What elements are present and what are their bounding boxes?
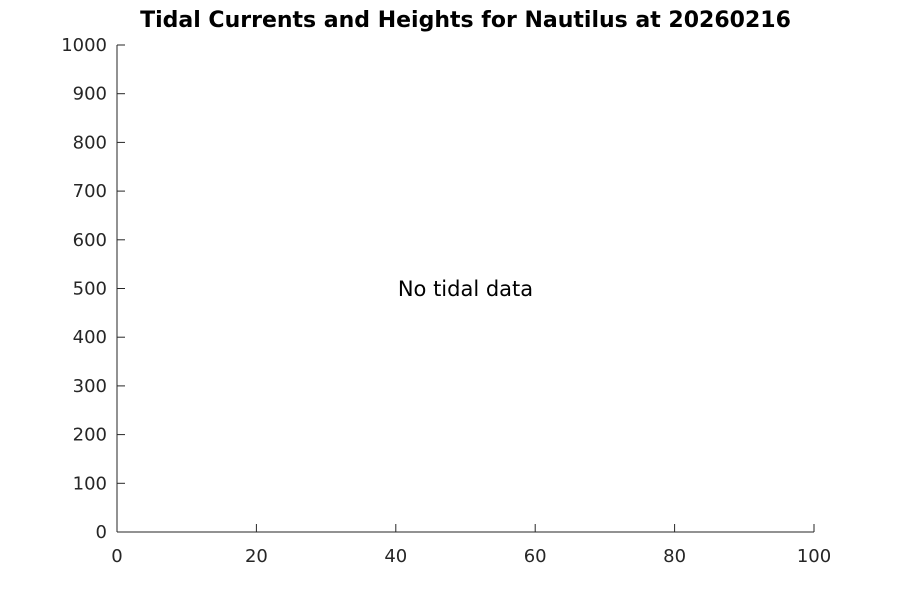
- y-tick-label: 700: [73, 181, 107, 202]
- y-tick-label: 100: [73, 473, 107, 494]
- x-tick-label: 100: [797, 546, 831, 567]
- y-tick-label: 1000: [61, 35, 107, 56]
- x-tick-label: 20: [245, 546, 268, 567]
- x-tick-label: 80: [663, 546, 686, 567]
- y-tick-label: 600: [73, 230, 107, 251]
- no-data-annotation: No tidal data: [397, 277, 534, 301]
- y-tick-label: 900: [73, 84, 107, 105]
- y-tick-label: 300: [73, 376, 107, 397]
- chart-title: Tidal Currents and Heights for Nautilus …: [140, 8, 791, 33]
- y-tick-label: 800: [73, 132, 107, 153]
- y-tick-label: 200: [73, 425, 107, 446]
- x-tick-label: 60: [524, 546, 547, 567]
- x-tick-label: 0: [111, 546, 122, 567]
- y-tick-label: 500: [73, 279, 107, 300]
- y-tick-label: 0: [96, 522, 107, 543]
- x-tick-label: 40: [384, 546, 407, 567]
- y-tick-label: 400: [73, 327, 107, 348]
